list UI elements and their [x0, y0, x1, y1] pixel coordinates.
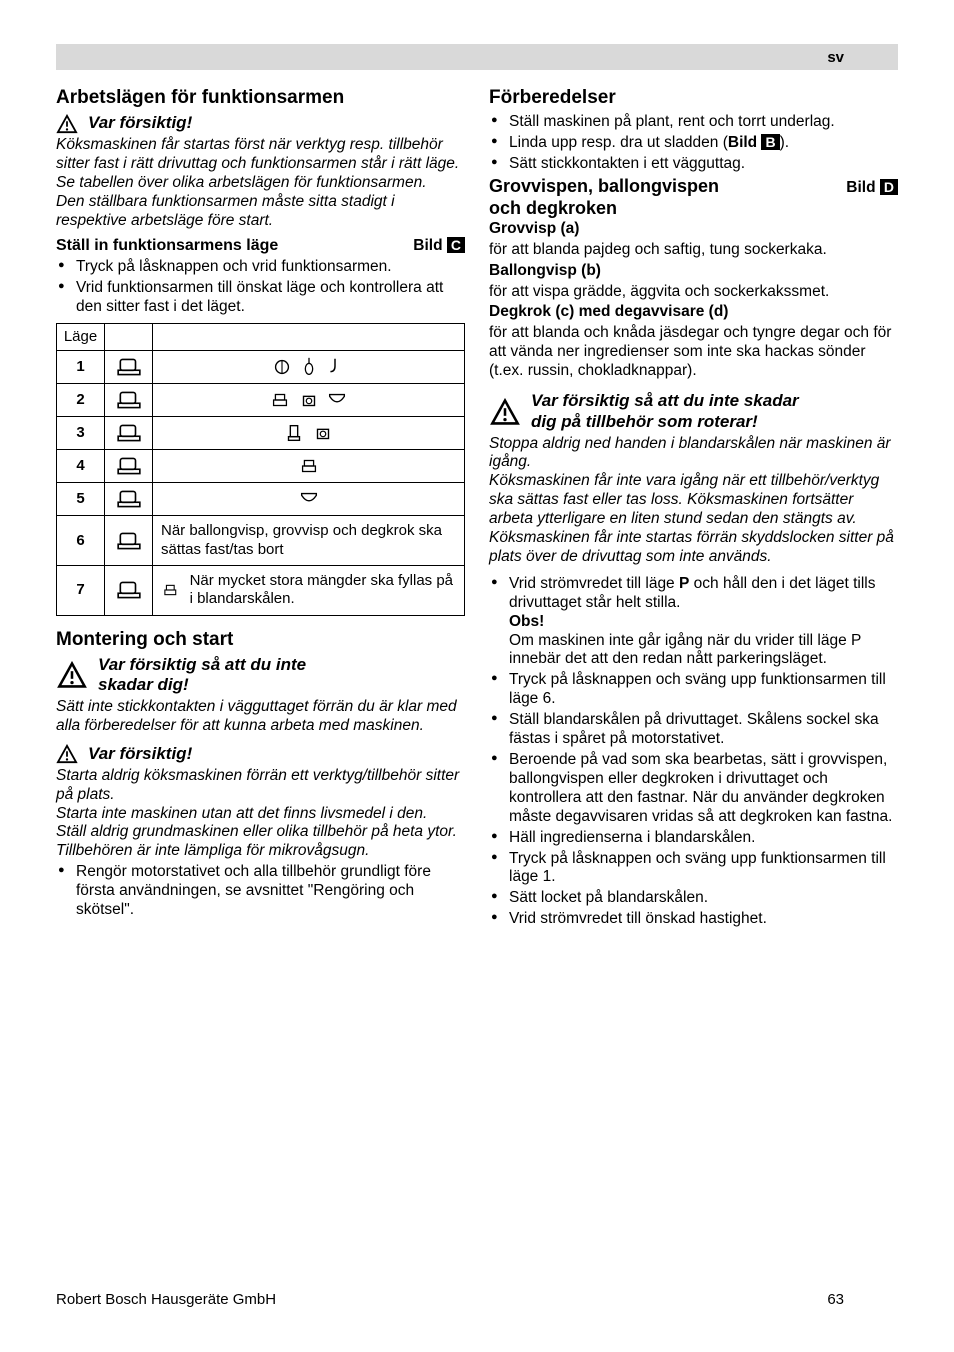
list-item: Vrid strömvredet till önskad hastighet. [489, 910, 898, 929]
list-item: Häll ingredienserna i blandarskålen. [489, 829, 898, 848]
row-6-text: När ballongvisp, grovvisp och degkrok sk… [153, 516, 465, 566]
list-item: Tryck på låsknappen och sväng upp funkti… [489, 671, 898, 709]
obs-label: Obs! [509, 613, 898, 632]
grovvisp-a-body: för att blanda pajdeg och saftig, tung s… [489, 241, 898, 260]
warning-2-body: Sätt inte stickkontakten i vägguttaget f… [56, 698, 465, 736]
heading-grovvispen-b: och degkroken [489, 198, 719, 220]
warning-icon [489, 398, 521, 426]
bild-b-tag: B [761, 134, 779, 150]
list-item: Rengör motorstativet och alla tillbehör … [56, 863, 465, 920]
obs-body: Om maskinen inte går igång när du vrider… [509, 632, 898, 670]
warning-icon [56, 114, 78, 134]
list-item: Ställ blandarskålen på drivuttaget. Skål… [489, 711, 898, 749]
warning-1-body: Köksmaskinen får startas först när verkt… [56, 136, 465, 231]
list-item: Sätt stickkontakten i ett vägguttag. [489, 155, 898, 174]
list-item: Tryck på låsknappen och sväng upp funkti… [489, 850, 898, 888]
heading-montering: Montering och start [56, 628, 465, 651]
bild-c-tag: C [447, 237, 465, 253]
bild-d-tag: D [880, 179, 898, 195]
list-item: Vrid funktionsarmen till önskat läge och… [56, 279, 465, 317]
warning-3: Var försiktig! [56, 744, 465, 765]
ballongvisp-b-body: för att vispa grädde, äggvita och socker… [489, 283, 898, 302]
header-bar [56, 44, 898, 70]
position-table: Läge 1 2 3 [56, 323, 465, 615]
table-row: 2 [57, 384, 465, 417]
list-item: Linda upp resp. dra ut sladden (Bild B). [489, 134, 898, 153]
list-item: Ställ maskinen på plant, rent och torrt … [489, 113, 898, 132]
footer-page-number: 63 [827, 1291, 844, 1308]
footer-left: Robert Bosch Hausgeräte GmbH [56, 1291, 276, 1308]
table-row: 7 När mycket stora mängder ska fyllas på… [57, 565, 465, 615]
list-item: Tryck på låsknappen och vrid funktionsar… [56, 258, 465, 277]
right-column: Förberedelser Ställ maskinen på plant, r… [489, 80, 898, 1296]
list-item: Vrid strömvredet till läge P och håll de… [489, 575, 898, 670]
row-7-text: När mycket stora mängder ska fyllas på i… [190, 572, 456, 609]
list-item: Beroende på vad som ska bearbetas, sätt … [489, 751, 898, 827]
degkrok-c-body: för att blanda och knåda jäsdegar och ty… [489, 324, 898, 381]
table-row: 5 [57, 483, 465, 516]
warning-icon [56, 744, 78, 764]
warning-2: Var försiktig så att du inte skadar dig! [56, 655, 465, 696]
left-column: Arbetslägen för funktionsarmen Var försi… [56, 80, 465, 1296]
warning-rotating: Var försiktig så att du inte skadar dig … [489, 391, 898, 432]
table-row: 1 [57, 351, 465, 384]
bild-d: Bild D [846, 179, 898, 198]
degkrok-c-title: Degkrok (c) med degavvisare (d) [489, 303, 898, 322]
table-row: 4 [57, 450, 465, 483]
bullet-list-steps: Vrid strömvredet till läge P och håll de… [489, 575, 898, 929]
table-header: Läge [57, 324, 105, 351]
table-row: 6 När ballongvisp, grovvisp och degkrok … [57, 516, 465, 566]
warning-3-body: Starta aldrig köksmaskinen förrän ett ve… [56, 767, 465, 862]
heading-arbetslagen: Arbetslägen för funktionsarmen [56, 86, 465, 109]
warning-1-title: Var försiktig! [88, 113, 192, 134]
bullet-list-prep: Ställ maskinen på plant, rent och torrt … [489, 113, 898, 174]
set-position-heading: Ställ in funktionsarmens läge [56, 236, 278, 256]
heading-grovvispen-a: Grovvispen, ballongvispen [489, 176, 719, 198]
bullet-list-1: Tryck på låsknappen och vrid funktionsar… [56, 258, 465, 317]
bullet-list-2: Rengör motorstativet och alla tillbehör … [56, 863, 465, 920]
warning-1: Var försiktig! [56, 113, 465, 134]
grovvisp-a-title: Grovvisp (a) [489, 220, 898, 239]
warning-icon [56, 661, 88, 689]
heading-forberedelser: Förberedelser [489, 86, 898, 109]
warning-rotating-body: Stoppa aldrig ned handen i blandarskålen… [489, 435, 898, 567]
page-body: Arbetslägen för funktionsarmen Var försi… [56, 80, 898, 1296]
lang-indicator: sv [827, 49, 844, 66]
ballongvisp-b-title: Ballongvisp (b) [489, 262, 898, 281]
list-item: Sätt locket på blandarskålen. [489, 889, 898, 908]
bild-c: Bild C [413, 237, 465, 256]
table-row: 3 [57, 417, 465, 450]
